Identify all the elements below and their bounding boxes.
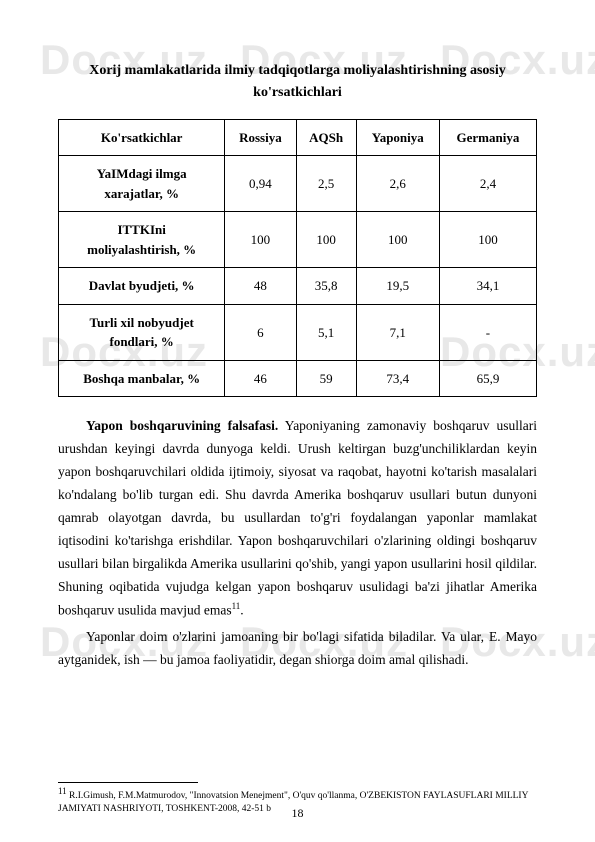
row-label-l1: Turli xil nobyudjet <box>90 315 194 330</box>
cell: 46 <box>225 360 296 397</box>
cell: 100 <box>225 212 296 268</box>
table-title: Xorij mamlakatlarida ilmiy tadqiqotlarga… <box>58 60 537 105</box>
cell: 5,1 <box>296 304 356 360</box>
cell: - <box>439 304 536 360</box>
footnote-ref: 11 <box>232 601 241 611</box>
paragraph-1: Yapon boshqaruvining falsafasi. Yaponiya… <box>58 415 537 622</box>
table-row: ITTKIni moliyalashtirish, % 100 100 100 … <box>59 212 537 268</box>
table-row: Davlat byudjeti, % 48 35,8 19,5 34,1 <box>59 268 537 305</box>
row-label: ITTKIni moliyalashtirish, % <box>59 212 225 268</box>
row-label: Davlat byudjeti, % <box>59 268 225 305</box>
cell: 34,1 <box>439 268 536 305</box>
cell: 2,5 <box>296 156 356 212</box>
row-label-l2: xarajatlar, % <box>104 186 179 201</box>
row-label-l1: YaIMdagi ilmga <box>97 166 187 181</box>
cell: 35,8 <box>296 268 356 305</box>
row-label: Turli xil nobyudjet fondlari, % <box>59 304 225 360</box>
cell: 100 <box>356 212 439 268</box>
cell: 7,1 <box>356 304 439 360</box>
cell: 19,5 <box>356 268 439 305</box>
cell: 100 <box>296 212 356 268</box>
table-row: YaIMdagi ilmga xarajatlar, % 0,94 2,5 2,… <box>59 156 537 212</box>
page-content: Xorij mamlakatlarida ilmiy tadqiqotlarga… <box>58 60 537 815</box>
cell: 6 <box>225 304 296 360</box>
para1-lead: Yapon boshqaruvining falsafasi. <box>86 418 278 433</box>
col-header: Yaponiya <box>356 119 439 156</box>
title-line-1: Xorij mamlakatlarida ilmiy tadqiqotlarga… <box>89 63 506 78</box>
table-row: Boshqa manbalar, % 46 59 73,4 65,9 <box>59 360 537 397</box>
cell: 100 <box>439 212 536 268</box>
indicators-table: Ko'rsatkichlar Rossiya AQSh Yaponiya Ger… <box>58 119 537 398</box>
cell: 73,4 <box>356 360 439 397</box>
col-header: Ko'rsatkichlar <box>59 119 225 156</box>
footnote: 11 R.I.Gimush, F.M.Matmurodov, "Innovats… <box>58 786 537 815</box>
col-header: AQSh <box>296 119 356 156</box>
cell: 2,4 <box>439 156 536 212</box>
col-header: Rossiya <box>225 119 296 156</box>
footnote-text: R.I.Gimush, F.M.Matmurodov, "Innovatsion… <box>58 791 528 813</box>
para1-body: Yaponiyaning zamonaviy boshqaruv usullar… <box>58 418 537 617</box>
footnote-separator <box>58 782 198 783</box>
cell: 59 <box>296 360 356 397</box>
row-label: Boshqa manbalar, % <box>59 360 225 397</box>
table-header-row: Ko'rsatkichlar Rossiya AQSh Yaponiya Ger… <box>59 119 537 156</box>
table-row: Turli xil nobyudjet fondlari, % 6 5,1 7,… <box>59 304 537 360</box>
paragraph-2: Yaponlar doim o'zlarini jamoaning bir bo… <box>58 626 537 672</box>
row-label-l1: ITTKIni <box>117 222 165 237</box>
footnote-number: 11 <box>58 786 67 796</box>
row-label: YaIMdagi ilmga xarajatlar, % <box>59 156 225 212</box>
row-label-l2: moliyalashtirish, % <box>87 242 196 257</box>
cell: 65,9 <box>439 360 536 397</box>
cell: 0,94 <box>225 156 296 212</box>
cell: 48 <box>225 268 296 305</box>
row-label-l2: fondlari, % <box>110 334 174 349</box>
title-line-2: ko'rsatkichlari <box>253 85 342 100</box>
para1-end: . <box>240 602 243 617</box>
cell: 2,6 <box>356 156 439 212</box>
col-header: Germaniya <box>439 119 536 156</box>
